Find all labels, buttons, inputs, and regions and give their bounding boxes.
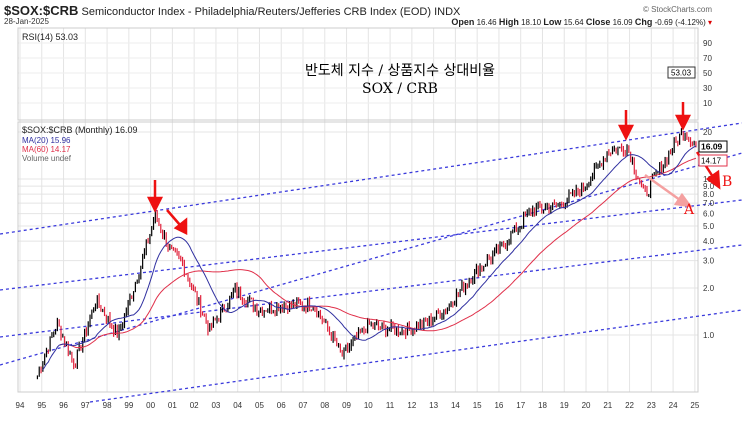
channel-line (89, 309, 742, 403)
arrow-icon (173, 217, 188, 236)
x-tick-label: 12 (407, 401, 416, 410)
brand-logo: © StockCharts.com (642, 5, 712, 14)
x-tick-label: 16 (494, 401, 503, 410)
y-tick-label: 2.0 (703, 284, 715, 293)
x-tick-label: 07 (299, 401, 308, 410)
arrow-icon (166, 209, 181, 226)
arrow-a (644, 173, 681, 202)
y-tick-label: 9.0 (703, 182, 715, 191)
down-arrow-icon: ▾ (707, 18, 712, 27)
legend-price: $SOX:$CRB (Monthly) 16.09 (22, 125, 138, 135)
legend: $SOX:$CRB (Monthly) 16.09 MA(20) 15.96 M… (22, 125, 138, 163)
ma60-line (59, 157, 697, 349)
x-tick-label: 00 (146, 401, 155, 410)
svg-text:53.03: 53.03 (671, 69, 692, 78)
arrow-icon (673, 192, 693, 208)
y-tick-label: 5.0 (703, 222, 715, 231)
annotation-subtitle: SOX / CRB (362, 81, 438, 97)
x-tick-label: 02 (190, 401, 199, 410)
x-tick-label: 22 (625, 401, 634, 410)
x-tick-label: 14 (451, 401, 460, 410)
y-tick-label: 1.0 (703, 331, 715, 340)
x-tick-label: 95 (37, 401, 46, 410)
arrow-icon (674, 114, 692, 131)
x-tick-label: 21 (603, 401, 612, 410)
badge-ma60: 14.17 (698, 154, 728, 167)
x-tick-label: 23 (647, 401, 656, 410)
rsi-label: RSI(14) 53.03 (22, 32, 78, 42)
legend-volume: Volume undef (22, 154, 72, 163)
y-tick-label: 20 (703, 128, 712, 137)
rsi-pane (17, 27, 699, 121)
arrow-icon (617, 124, 635, 141)
svg-text:14.17: 14.17 (701, 157, 722, 166)
y-tick-label: 8.0 (703, 190, 715, 199)
x-tick-label: 01 (168, 401, 177, 410)
x-tick-label: 06 (277, 401, 286, 410)
legend-ma60: MA(60) 14.17 (22, 145, 71, 154)
rsi-tick-label: 50 (703, 69, 712, 78)
rsi-tick-label: 70 (703, 54, 712, 63)
channel-line (0, 199, 742, 291)
x-tick-label: 96 (59, 401, 68, 410)
x-tick-label: 15 (473, 401, 482, 410)
chart-date: 28-Jan-2025 (4, 17, 49, 26)
x-tick-label: 99 (124, 401, 133, 410)
x-tick-label: 03 (211, 401, 220, 410)
x-tick-label: 10 (364, 401, 373, 410)
x-tick-label: 94 (16, 401, 25, 410)
x-tick-label: 05 (255, 401, 264, 410)
x-tick-label: 24 (669, 401, 678, 410)
x-tick-label: 08 (320, 401, 329, 410)
badge-rsi: 53.03 (667, 66, 696, 79)
svg-text:16.09: 16.09 (701, 142, 723, 152)
x-tick-label: 11 (386, 401, 395, 410)
label-b: B (722, 174, 732, 190)
x-tick-label: 09 (342, 401, 351, 410)
arrow-icon (146, 196, 164, 213)
annotation-title: 반도체 지수 / 상품지수 상대비율 (305, 63, 495, 79)
rsi-tick-label: 90 (703, 39, 712, 48)
y-tick-label: 6.0 (703, 210, 715, 219)
ohlc-summary: Open 16.46 High 18.10 Low 15.64 Close 16… (451, 17, 712, 27)
x-tick-label: 18 (538, 401, 547, 410)
channel-line (0, 244, 742, 338)
badge-price: 16.09 (698, 140, 728, 153)
y-tick-label: 4.0 (703, 237, 715, 246)
x-tick-label: 98 (103, 401, 112, 410)
x-tick-label: 25 (690, 401, 699, 410)
y-tick-label: 3.0 (703, 257, 715, 266)
x-tick-label: 20 (582, 401, 591, 410)
annotation-arrows (146, 102, 721, 236)
x-tick-label: 04 (233, 401, 242, 410)
x-tick-label: 97 (81, 401, 90, 410)
ma20-line (42, 145, 697, 371)
rsi-tick-label: 10 (703, 99, 712, 108)
label-a: A (683, 202, 695, 218)
y-tick-label: 7.0 (703, 199, 715, 208)
legend-ma20: MA(20) 15.96 (22, 136, 71, 145)
channel-line (0, 152, 742, 366)
x-tick-label: 19 (560, 401, 569, 410)
price-pane (17, 121, 699, 393)
rsi-tick-label: 30 (703, 84, 712, 93)
trend-channels (0, 122, 742, 403)
x-tick-label: 17 (516, 401, 525, 410)
channel-line (0, 122, 742, 235)
chart-title: $SOX:$CRB Semiconductor Index - Philadel… (4, 3, 461, 18)
x-tick-label: 13 (429, 401, 438, 410)
arrow-icon (705, 169, 721, 190)
